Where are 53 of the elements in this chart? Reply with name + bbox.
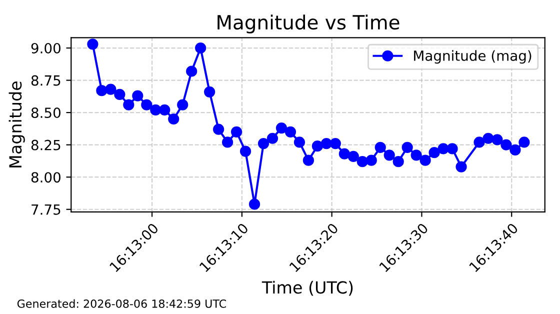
y-axis-title: Magnitude	[8, 82, 25, 168]
y-tick-label: 8.75	[31, 75, 60, 86]
text: Generated: 2026-08-06 18:42:59 UTC	[17, 299, 226, 308]
point	[230, 126, 242, 138]
point	[428, 147, 440, 158]
point	[438, 143, 449, 154]
point	[114, 88, 126, 100]
point	[132, 90, 144, 102]
point	[123, 99, 134, 110]
point	[320, 138, 332, 150]
point	[312, 140, 323, 152]
point	[348, 150, 359, 162]
chart-title: Magnitude vs Time	[218, 14, 400, 34]
point	[87, 38, 98, 50]
point	[204, 86, 216, 98]
y-tick-label: 8.00	[31, 172, 60, 183]
x-axis-title: Time (UTC)	[262, 280, 353, 296]
point	[384, 150, 395, 161]
point	[446, 143, 458, 154]
y-tick-label: 8.50	[31, 108, 60, 118]
point	[105, 84, 116, 95]
point	[420, 154, 431, 166]
point	[366, 154, 377, 166]
point	[456, 161, 467, 172]
point	[248, 198, 260, 210]
y-tick-label: 9.00	[31, 42, 60, 54]
point	[177, 99, 188, 110]
point	[141, 99, 152, 110]
legend-label: Magnitude (mag)	[414, 50, 532, 64]
point	[338, 148, 350, 160]
point	[222, 136, 234, 148]
y-tick-label: 7.75	[32, 204, 60, 215]
point	[302, 154, 314, 166]
point	[402, 142, 413, 153]
point	[294, 136, 306, 148]
point	[195, 42, 206, 54]
point	[266, 132, 278, 144]
point	[356, 156, 368, 168]
point	[258, 138, 270, 150]
point	[96, 85, 108, 96]
point	[276, 122, 288, 134]
point	[392, 156, 404, 168]
point	[168, 113, 180, 125]
point	[374, 142, 386, 153]
point	[186, 66, 198, 77]
point	[159, 104, 170, 116]
point	[212, 124, 224, 135]
y-tick-label: 8.25	[31, 140, 60, 150]
point	[240, 146, 252, 157]
point	[150, 104, 162, 116]
point	[284, 126, 296, 138]
point	[330, 138, 341, 150]
point	[410, 150, 422, 161]
